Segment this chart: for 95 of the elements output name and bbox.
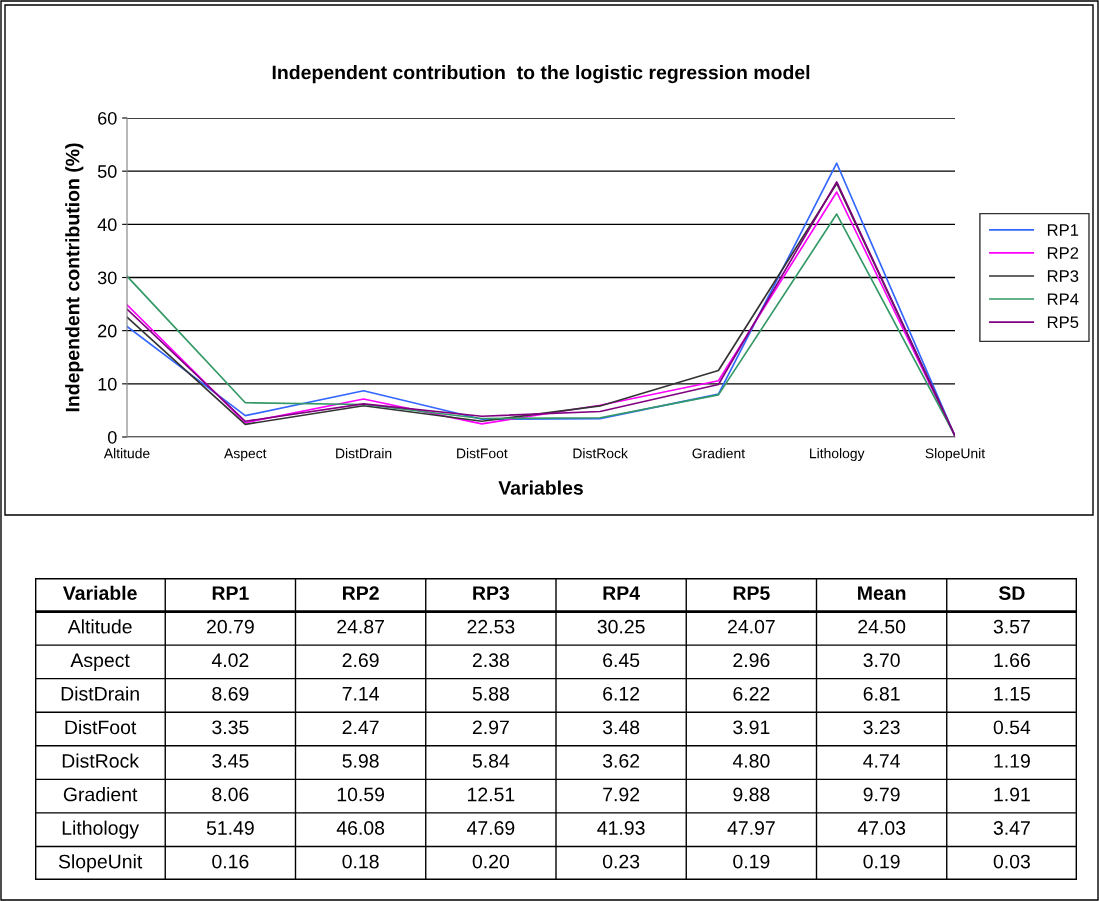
data-label: 1.66 — [994, 653, 1030, 668]
data-label: 8.69 — [212, 686, 249, 701]
data-label: 3.35 — [212, 720, 249, 735]
data-label: 3.48 — [602, 720, 640, 735]
x-axis-title: Variables — [498, 480, 583, 495]
data-label: 41.93 — [597, 821, 645, 835]
y-tick-label: 20 — [98, 324, 117, 338]
category-label: DistFoot — [65, 719, 137, 735]
data-label: 7.92 — [603, 787, 640, 802]
category-label: Altitude — [67, 619, 132, 634]
text: RP4 — [603, 586, 640, 600]
y-tick-label: 40 — [97, 218, 117, 232]
data-label: 3.23 — [863, 720, 900, 735]
data-label: 0.19 — [863, 854, 900, 869]
data-label: 5.84 — [472, 754, 510, 768]
x-tick-label: Lithology — [810, 448, 865, 462]
data-label: 4.80 — [732, 754, 770, 768]
data-label: 8.06 — [212, 787, 249, 802]
data-label: 6.12 — [603, 686, 640, 701]
data-label: 0.23 — [602, 854, 640, 869]
data-label: 3.62 — [602, 754, 640, 768]
data-label: 47.97 — [727, 821, 775, 835]
legend-label: RP2 — [1047, 247, 1079, 259]
text: Variable — [62, 585, 137, 600]
data-label: 5.88 — [472, 686, 509, 701]
data-label: 2.69 — [342, 653, 379, 668]
data-label: 3.57 — [993, 619, 1030, 634]
y-tick-label: 50 — [97, 165, 117, 178]
data-label: 3.91 — [733, 720, 770, 735]
data-label: 6.22 — [733, 686, 770, 701]
data-label: 0.19 — [733, 854, 770, 869]
text: RP2 — [343, 586, 379, 600]
data-label: 3.45 — [212, 754, 249, 768]
category-label: DistRock — [62, 753, 140, 768]
data-label: 1.91 — [994, 787, 1030, 802]
data-label: 24.87 — [337, 619, 384, 634]
data-label: 47.69 — [466, 821, 515, 835]
data-label: 0.03 — [993, 854, 1030, 869]
y-tick-label: 10 — [98, 377, 117, 391]
data-label: 2.38 — [472, 653, 509, 668]
category-label: Gradient — [63, 787, 138, 802]
data-label: 5.98 — [342, 754, 379, 768]
x-tick-label: DistRock — [573, 448, 628, 459]
data-label: 0.18 — [342, 854, 379, 869]
data-label: 2.97 — [472, 720, 509, 735]
data-label: 4.02 — [211, 653, 249, 668]
data-label: 1.15 — [994, 687, 1030, 701]
data-label: 10.59 — [337, 787, 385, 802]
text: RP5 — [733, 586, 770, 600]
data-label: 24.50 — [858, 619, 906, 634]
data-label: 2.96 — [733, 653, 770, 668]
data-label: 1.19 — [994, 754, 1030, 768]
legend-label: RP5 — [1047, 316, 1079, 329]
legend-label: RP3 — [1047, 270, 1079, 282]
category-label: SlopeUnit — [58, 854, 143, 873]
x-tick-label: DistFoot — [457, 448, 508, 459]
data-label: 0.20 — [472, 854, 510, 869]
data-label: 0.54 — [993, 720, 1031, 735]
data-label: 0.16 — [212, 854, 249, 869]
data-label: 6.81 — [863, 686, 900, 701]
chart-title: Independent contribution to the logistic regression model — [272, 65, 810, 84]
category-label: Lithology — [62, 820, 140, 839]
x-tick-label: Aspect — [224, 448, 267, 462]
x-tick-label: Gradient — [692, 448, 745, 459]
data-label: 9.88 — [733, 787, 770, 802]
data-label: 46.08 — [336, 821, 385, 835]
data-label: 30.25 — [597, 619, 645, 634]
x-tick-label: DistDrain — [336, 448, 392, 459]
data-label: 6.45 — [603, 653, 640, 668]
data-label: 9.79 — [863, 787, 900, 802]
legend-label: RP4 — [1047, 293, 1079, 305]
data-label: 12.51 — [468, 787, 515, 802]
category-label: DistDrain — [61, 686, 139, 701]
category-label: Aspect — [70, 653, 130, 671]
x-tick-label: Altitude — [103, 448, 150, 459]
data-label: 7.14 — [342, 687, 379, 701]
y-tick-label: 0 — [107, 430, 117, 444]
data-label: 20.79 — [207, 619, 254, 634]
x-tick-label: SlopeUnit — [925, 448, 986, 462]
text: RP3 — [473, 586, 510, 601]
data-label: 3.70 — [863, 653, 900, 668]
text: SD — [998, 586, 1025, 600]
text: RP1 — [212, 586, 249, 600]
y-tick-label: 60 — [98, 111, 117, 125]
data-label: 51.49 — [206, 821, 254, 835]
data-label: 4.74 — [863, 754, 900, 768]
text: Mean — [858, 586, 906, 600]
y-tick-label: 30 — [97, 271, 117, 285]
data-label: 3.47 — [993, 821, 1030, 835]
data-label: 24.07 — [728, 619, 775, 634]
data-label: 2.47 — [342, 720, 379, 735]
y-axis-title: Independent contribution (%) — [65, 143, 84, 412]
data-label: 22.53 — [467, 619, 515, 634]
legend-label: RP1 — [1047, 224, 1079, 236]
data-label: 47.03 — [857, 821, 906, 835]
